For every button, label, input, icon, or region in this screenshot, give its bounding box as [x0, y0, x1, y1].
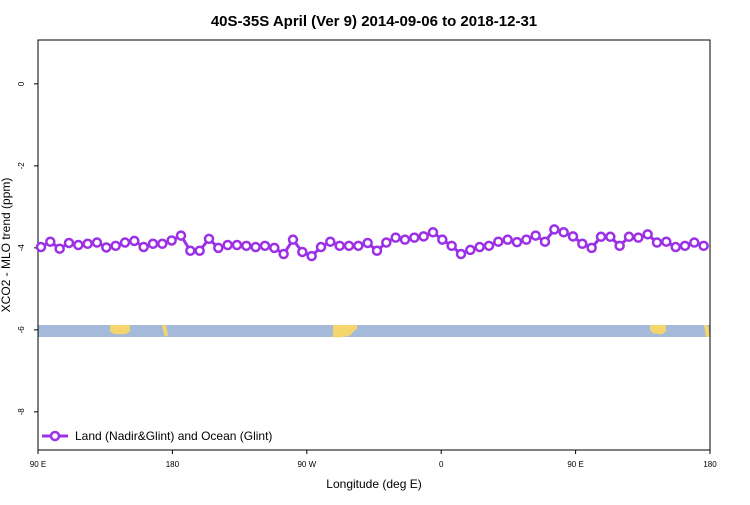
x-tick-label: 90 E	[30, 460, 46, 469]
point	[241, 240, 252, 252]
point	[483, 240, 495, 252]
point	[689, 237, 700, 248]
point	[203, 233, 215, 245]
point	[147, 238, 159, 250]
point	[138, 241, 149, 253]
x-tick-label: 180	[166, 460, 180, 469]
point	[362, 237, 373, 249]
point	[605, 231, 616, 243]
x-tick-label: 0	[439, 460, 444, 469]
land-strip	[38, 325, 710, 338]
point	[399, 234, 411, 245]
point	[586, 242, 597, 254]
point	[157, 238, 168, 250]
point	[101, 242, 112, 253]
point	[343, 240, 355, 252]
y-tick-label: 0	[17, 81, 26, 86]
point	[642, 229, 653, 240]
point	[334, 240, 345, 252]
point	[465, 244, 476, 256]
point	[91, 237, 103, 248]
point	[213, 242, 224, 254]
point	[670, 241, 681, 253]
point	[129, 235, 140, 247]
point	[549, 224, 560, 235]
point	[185, 245, 196, 256]
point	[166, 235, 177, 246]
x-tick-label: 90 W	[297, 460, 316, 469]
x-axis-label: Longitude (deg E)	[326, 477, 421, 491]
point	[110, 240, 121, 252]
y-tick-label: -2	[17, 162, 26, 170]
point	[119, 237, 131, 248]
point	[250, 241, 261, 253]
point	[409, 232, 420, 243]
point	[633, 232, 644, 243]
point	[45, 236, 56, 247]
point	[493, 236, 504, 247]
point	[679, 240, 691, 252]
point	[353, 240, 364, 252]
point	[82, 238, 93, 250]
point	[595, 231, 607, 243]
point	[614, 240, 625, 252]
point	[194, 245, 205, 256]
point	[437, 234, 448, 245]
point	[455, 248, 467, 260]
point	[390, 232, 401, 243]
point	[623, 231, 635, 243]
point	[567, 231, 579, 242]
point	[539, 236, 551, 247]
point	[222, 239, 233, 251]
x-tick-label: 180	[703, 460, 717, 469]
point	[474, 241, 485, 253]
point	[297, 246, 308, 258]
point	[278, 248, 289, 260]
point	[315, 241, 327, 253]
point	[427, 227, 439, 238]
point	[558, 227, 569, 238]
point	[35, 241, 47, 253]
point	[521, 234, 532, 245]
point	[325, 236, 336, 247]
point	[381, 237, 392, 248]
y-tick-label: -8	[17, 408, 26, 416]
point	[287, 234, 299, 245]
point	[371, 245, 383, 256]
point	[259, 240, 271, 252]
point	[661, 236, 672, 247]
point	[231, 239, 243, 251]
point	[418, 231, 429, 242]
point	[73, 239, 84, 251]
point	[511, 236, 523, 248]
point	[698, 240, 709, 252]
legend-marker	[49, 430, 61, 442]
y-axis-label: XCO2 - MLO trend (ppm)	[0, 178, 13, 313]
chart-title: 40S-35S April (Ver 9) 2014-09-06 to 2018…	[211, 13, 537, 30]
x-tick-label: 90 E	[567, 460, 583, 469]
point	[54, 243, 65, 254]
point	[63, 237, 75, 249]
point	[175, 230, 187, 241]
point	[446, 240, 457, 252]
point	[502, 234, 513, 245]
point	[306, 250, 317, 262]
legend-label: Land (Nadir&Glint) and Ocean (Glint)	[75, 429, 272, 443]
point	[651, 237, 663, 248]
y-tick-label: -6	[17, 326, 26, 334]
point	[530, 230, 541, 241]
y-tick-label: -4	[17, 244, 26, 252]
point	[577, 238, 588, 250]
point	[269, 242, 280, 254]
